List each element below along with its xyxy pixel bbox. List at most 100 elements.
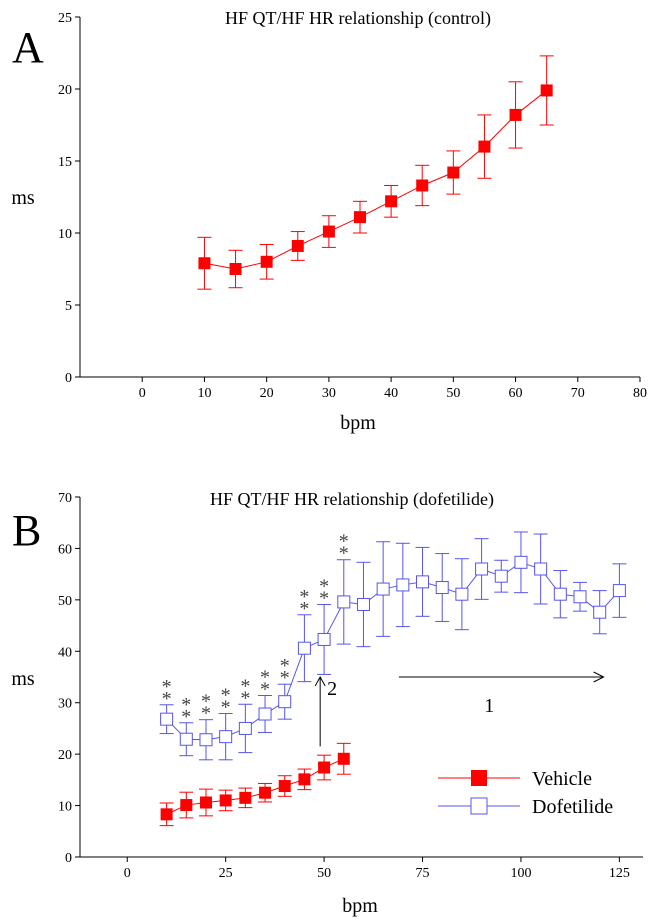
panel-b-y-tick-label: 50 bbox=[58, 594, 72, 609]
panel-b-vehicle-point bbox=[180, 799, 193, 812]
panel-a-series-point bbox=[322, 225, 335, 238]
panel-a-x-tick-label: 70 bbox=[571, 386, 585, 401]
panel-a-series-point bbox=[291, 239, 304, 252]
significance-star: * bbox=[201, 691, 211, 713]
panel-b-vehicle-point bbox=[298, 773, 311, 786]
panel-a-label: A bbox=[12, 23, 44, 72]
panel-b-dofetilide-point bbox=[160, 712, 174, 726]
panel-b-y-tick-label: 10 bbox=[58, 800, 72, 815]
panel-a-series-point bbox=[354, 211, 366, 224]
panel-a-y-tick-label: 0 bbox=[65, 371, 72, 386]
panel-b-x-tick-label: 125 bbox=[609, 866, 630, 881]
panel-a-y-tick-label: 25 bbox=[58, 11, 72, 26]
panel-a-x-tick-label: 60 bbox=[509, 386, 523, 401]
panel-a-y-tick-label: 10 bbox=[58, 227, 72, 242]
panel-a-title: HF QT/HF HR relationship (control) bbox=[225, 8, 491, 29]
panel-a-x-tick-label: 0 bbox=[139, 386, 146, 401]
panel-b-legend: Vehicle Dofetilide bbox=[438, 768, 613, 818]
panel-b-dofetilide-point bbox=[396, 578, 410, 592]
panel-b-y-tick-label: 60 bbox=[58, 542, 72, 557]
panel-b-dofetilide-point bbox=[317, 632, 331, 646]
panel-b-dofetilide-point bbox=[238, 721, 252, 735]
panel-a-series-point bbox=[260, 255, 273, 268]
panel-b-dofetilide-point bbox=[179, 732, 193, 746]
panel-b-y-tick-label: 20 bbox=[58, 748, 72, 763]
panel-b-dofetilide-point bbox=[514, 555, 528, 569]
panel-b-ticks: 0 25 50 75 100 125 0 10 20 30 40 50 60 70 bbox=[58, 491, 630, 881]
panel-a-series-line bbox=[204, 90, 547, 270]
panel-a-x-tick-label: 10 bbox=[197, 386, 211, 401]
panel-b-x-tick-label: 50 bbox=[317, 866, 331, 881]
significance-star: * bbox=[201, 703, 211, 725]
panel-b-x-tick-label: 100 bbox=[510, 866, 531, 881]
legend-vehicle-label: Vehicle bbox=[532, 768, 592, 790]
panel-b-vehicle-point bbox=[239, 791, 252, 804]
significance-star: * bbox=[299, 586, 309, 608]
panel-b-label: B bbox=[12, 506, 41, 555]
panel-a-ticks: 0 10 20 30 40 50 60 70 80 0 5 10 15 20 25 bbox=[58, 11, 647, 401]
panel-b-dofetilide-line bbox=[166, 561, 620, 741]
panel-a-x-tick-label: 80 bbox=[633, 386, 647, 401]
arrow-2-head bbox=[314, 675, 326, 687]
panel-a-series-point bbox=[447, 166, 460, 179]
significance-star: * bbox=[319, 587, 329, 609]
arrow-1-label: 1 bbox=[484, 695, 494, 717]
legend-dofetilide-label: Dofetilide bbox=[532, 796, 613, 818]
panel-b-dofetilide-point bbox=[376, 582, 390, 596]
panel-b-dofetilide-point bbox=[219, 730, 233, 744]
significance-star: * bbox=[319, 575, 329, 597]
panel-b-vehicle-point bbox=[199, 796, 212, 809]
panel-b-vehicle-point bbox=[278, 780, 291, 793]
significance-star: * bbox=[299, 598, 309, 620]
significance-star: * bbox=[162, 688, 172, 710]
legend-vehicle-marker bbox=[471, 770, 487, 786]
panel-b-vehicle-point bbox=[219, 794, 232, 807]
panel-a-series-point bbox=[198, 257, 211, 270]
panel-b-dofetilide-point bbox=[278, 695, 292, 709]
panel-b-y-tick-label: 40 bbox=[58, 645, 72, 660]
significance-star: * bbox=[221, 697, 231, 719]
panel-b-dofetilide-point bbox=[593, 605, 607, 619]
significance-star: * bbox=[280, 655, 290, 677]
panel-a: A HF QT/HF HR relationship (control) ms … bbox=[11, 8, 647, 434]
significance-star: * bbox=[181, 694, 191, 716]
significance-star: * bbox=[221, 685, 231, 707]
panel-a-series-point bbox=[478, 140, 491, 153]
panel-a-series-point bbox=[229, 263, 242, 275]
panel-b-vehicle-point bbox=[160, 808, 173, 821]
panel-b-y-tick-label: 0 bbox=[65, 851, 72, 866]
panel-b-x-tick-label: 0 bbox=[124, 866, 131, 881]
panel-b-vehicle-line bbox=[166, 758, 344, 815]
panel-a-series-point bbox=[509, 108, 522, 121]
legend-dofetilide-marker bbox=[470, 797, 488, 815]
significance-star: * bbox=[260, 667, 270, 689]
legend-item-vehicle: Vehicle bbox=[438, 768, 592, 790]
panel-a-ylabel: ms bbox=[11, 187, 35, 209]
panel-b-x-tick-label: 25 bbox=[219, 866, 233, 881]
legend-item-dofetilide: Dofetilide bbox=[438, 796, 613, 818]
panel-b-dofetilide-point bbox=[475, 562, 489, 576]
panel-b-plot bbox=[159, 531, 627, 827]
panel-b-dofetilide-point bbox=[356, 597, 370, 611]
significance-star: * bbox=[240, 675, 250, 697]
significance-star: * bbox=[181, 706, 191, 728]
panel-a-plot bbox=[197, 55, 554, 290]
panel-b-dofetilide-point bbox=[494, 569, 508, 583]
panel-a-y-tick-label: 15 bbox=[58, 155, 72, 170]
panel-b: B HF QT/HF HR relationship (dofetilide) … bbox=[11, 489, 643, 917]
panel-b-xlabel: bpm bbox=[342, 895, 378, 917]
significance-star: * bbox=[339, 531, 349, 553]
panel-b-dofetilide-point bbox=[612, 584, 626, 598]
panel-a-x-tick-label: 50 bbox=[446, 386, 460, 401]
panel-a-xlabel: bpm bbox=[340, 412, 376, 434]
significance-star: * bbox=[240, 687, 250, 709]
panel-b-dofetilide-point bbox=[297, 641, 311, 655]
panel-b-vehicle-point bbox=[337, 752, 350, 765]
arrow-1-head bbox=[593, 671, 605, 683]
panel-b-dofetilide-point bbox=[534, 562, 548, 576]
significance-star: * bbox=[162, 676, 172, 698]
arrow-2-label: 2 bbox=[327, 678, 337, 700]
panel-b-y-tick-label: 30 bbox=[58, 697, 72, 712]
panel-a-x-tick-label: 30 bbox=[322, 386, 336, 401]
